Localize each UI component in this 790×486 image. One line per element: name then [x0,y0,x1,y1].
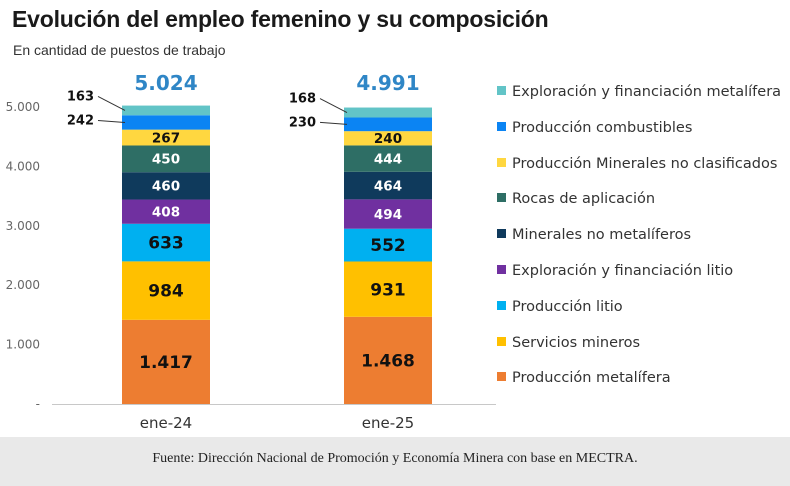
data-label: 240 [374,131,402,147]
data-label: 267 [152,130,180,146]
stacked-bar-chart: - 1.000 2.000 3.000 4.000 5.000 1.417 984 633 408… [6,71,496,432]
x-tick-label: ene-24 [140,414,192,432]
legend-label: Producción metalífera [512,370,671,387]
data-label: 633 [148,234,184,254]
bar-segment [122,115,210,130]
data-label: 444 [374,151,402,167]
y-tick-label: 1.000 [6,338,40,352]
total-label: 5.024 [134,71,197,95]
data-label: 494 [374,207,402,223]
leader-line [97,95,126,111]
leader-line [319,121,348,125]
y-tick-label: 4.000 [6,159,40,173]
data-label: 1.417 [139,353,193,373]
legend-label: Producción litio [512,298,623,315]
legend-swatch [497,265,506,274]
legend-item: Producción metalífera [497,370,671,386]
data-label: 242 [67,113,94,128]
legend-swatch [497,193,506,203]
data-label: 450 [152,152,180,168]
bar-segment [344,228,432,262]
leader-line [319,98,348,113]
data-label: 1.468 [361,352,415,372]
source-note: Fuente: Dirección Nacional de Promoción … [152,451,638,466]
legend-swatch [497,229,506,239]
legend-label: Producción Minerales no clasificados [512,155,778,172]
data-label: 168 [289,92,316,107]
legend-item: Exploración y financiación metalífera [497,84,781,100]
legend-label: Exploración y financiación litio [512,263,734,279]
data-label: 931 [370,280,406,300]
bar-segment [122,145,210,173]
legend-item: Minerales no metalíferos [497,227,691,243]
legend-item: Servicios mineros [497,335,640,351]
bar-segment [344,199,432,229]
bar-segment [344,145,432,172]
legend-label: Minerales no metalíferos [512,227,692,244]
data-label: 464 [374,178,402,194]
bar-segment [344,131,432,146]
data-label: 408 [152,205,180,221]
bar-segment [122,129,210,146]
y-tick-label: 2.000 [6,278,40,292]
y-tick-label: 5.000 [6,100,40,114]
legend-item: Rocas de aplicación [497,191,655,207]
legend-item: Producción combustibles [497,120,692,136]
data-label: 163 [67,89,94,104]
legend-swatch [497,336,506,346]
legend-label: Rocas de aplicación [512,191,656,208]
legend-label: Exploración y financiación metalífera [512,84,782,100]
total-label: 4.991 [356,71,419,95]
legend-label: Servicios mineros [512,334,641,351]
y-tick-label: 3.000 [6,219,40,233]
bar-segment [122,319,210,404]
bar-segment [344,261,432,317]
bar-segment [122,261,210,320]
data-label: 984 [148,282,184,302]
legend-swatch [497,157,506,167]
chart-subtitle: En cantidad de puestos de trabajo [13,42,226,58]
legend-item: Producción Minerales no clasificados [497,156,777,172]
legend-item: Exploración y financiación litio [497,263,733,279]
bar-segment [122,199,210,224]
legend-swatch [497,300,506,310]
data-label: 552 [370,236,406,256]
bar-segment [122,223,210,262]
legend-item: Producción litio [497,299,623,315]
data-label: 460 [152,179,180,195]
chart-title: Evolución del empleo femenino y su compo… [12,6,549,32]
bar-segment [344,316,432,404]
y-tick-label: - [36,397,40,411]
legend-swatch [497,372,506,382]
leader-line [97,119,126,123]
x-tick-label: ene-25 [362,414,414,432]
bar-segment [122,172,210,200]
bar-segment [344,171,432,200]
legend-label: Producción combustibles [512,119,693,136]
bar-segment [344,107,432,118]
bar-segment [344,117,432,132]
data-label: 230 [289,115,316,130]
source-footer: Fuente: Dirección Nacional de Promoción … [0,437,790,486]
bar-segment [122,105,210,116]
legend-swatch [497,86,506,95]
legend-swatch [497,121,506,131]
